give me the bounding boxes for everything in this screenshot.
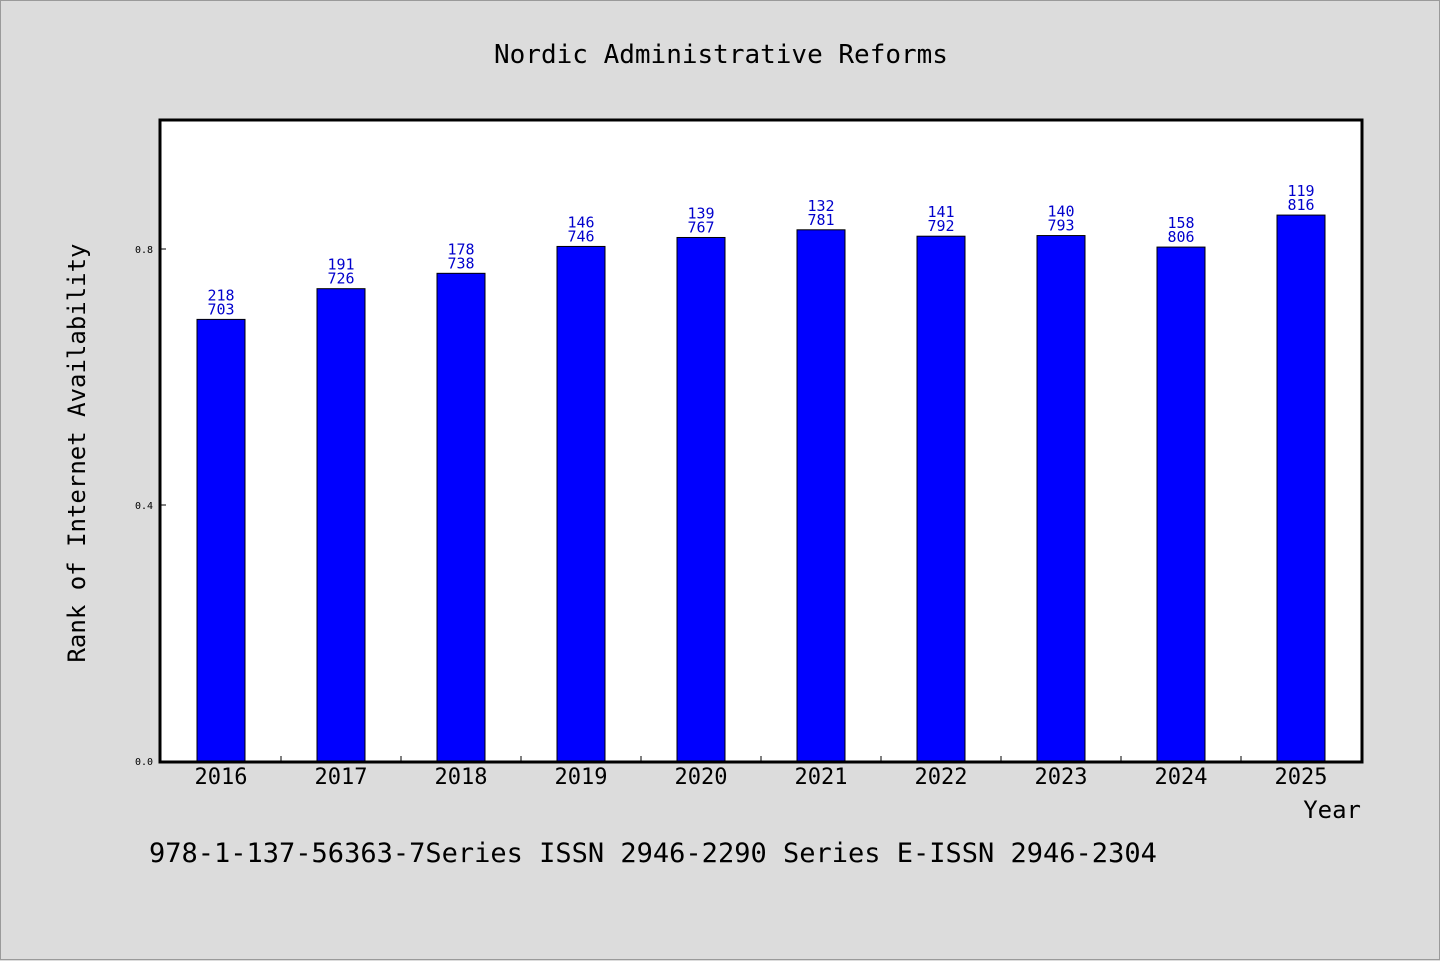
data-label-bottom-2018: 738: [447, 254, 474, 272]
x-tick-label-2021: 2021: [795, 765, 848, 790]
x-tick-label-2017: 2017: [315, 765, 368, 790]
y-tick-label-0.8: 0.8: [135, 245, 153, 256]
chart-title: Nordic Administrative Reforms: [494, 40, 948, 70]
bar-2016: [196, 318, 246, 762]
data-label-top-2018: 178: [447, 240, 474, 258]
bar-2019: [556, 245, 606, 762]
bar-2024: [1156, 246, 1206, 762]
x-tick-label-2018: 2018: [435, 765, 488, 790]
x-tick-label-2022: 2022: [915, 765, 968, 790]
data-label-top-2021: 132: [807, 197, 834, 215]
isbn-issn-footer: 978-1-137-56363-7Series ISSN 2946-2290 S…: [149, 838, 1157, 869]
bar-2023: [1036, 235, 1086, 762]
x-axis-label: Year: [1303, 796, 1361, 824]
y-tick-label-0.0: 0.0: [135, 757, 153, 768]
data-label-bottom-2022: 792: [927, 217, 954, 235]
data-label-bottom-2017: 726: [327, 270, 354, 288]
data-label-bottom-2024: 806: [1167, 228, 1194, 246]
data-label-top-2023: 140: [1047, 203, 1074, 221]
data-label-bottom-2019: 746: [567, 227, 594, 245]
data-label-bottom-2021: 781: [807, 211, 834, 229]
x-axis-ticks: 2016 2017 2018 2019 2020 2021 2022 2023 2024 2025: [195, 756, 1328, 790]
x-tick-label-2025: 2025: [1275, 765, 1328, 790]
bar-2021: [796, 229, 846, 762]
y-axis-label: Rank of Internet Availability: [63, 243, 91, 662]
data-label-bottom-2025: 816: [1287, 196, 1314, 214]
data-label-top-2016: 218: [207, 286, 234, 304]
data-label-top-2025: 119: [1287, 182, 1314, 200]
data-label-bottom-2023: 793: [1047, 217, 1074, 235]
y-tick-label-0.4: 0.4: [135, 501, 153, 512]
x-tick-label-2023: 2023: [1035, 765, 1088, 790]
bar-2018: [436, 272, 486, 762]
x-tick-label-2019: 2019: [555, 765, 608, 790]
data-label-top-2019: 146: [567, 213, 594, 231]
data-label-bottom-2016: 703: [207, 300, 234, 318]
data-label-top-2017: 191: [327, 256, 354, 274]
x-tick-label-2024: 2024: [1155, 765, 1208, 790]
x-tick-label-2020: 2020: [675, 765, 728, 790]
bar-2020: [676, 236, 726, 762]
data-label-top-2020: 139: [687, 204, 714, 222]
data-label-top-2022: 141: [927, 203, 954, 221]
data-label-top-2024: 158: [1167, 214, 1194, 232]
bar-2017: [316, 288, 366, 762]
plot-frame: [158, 118, 1364, 764]
bars-layer: [196, 214, 1326, 762]
data-label-bottom-2020: 767: [687, 218, 714, 236]
x-tick-label-2016: 2016: [195, 765, 248, 790]
bar-2025: [1276, 214, 1326, 762]
bar-2022: [916, 235, 966, 762]
